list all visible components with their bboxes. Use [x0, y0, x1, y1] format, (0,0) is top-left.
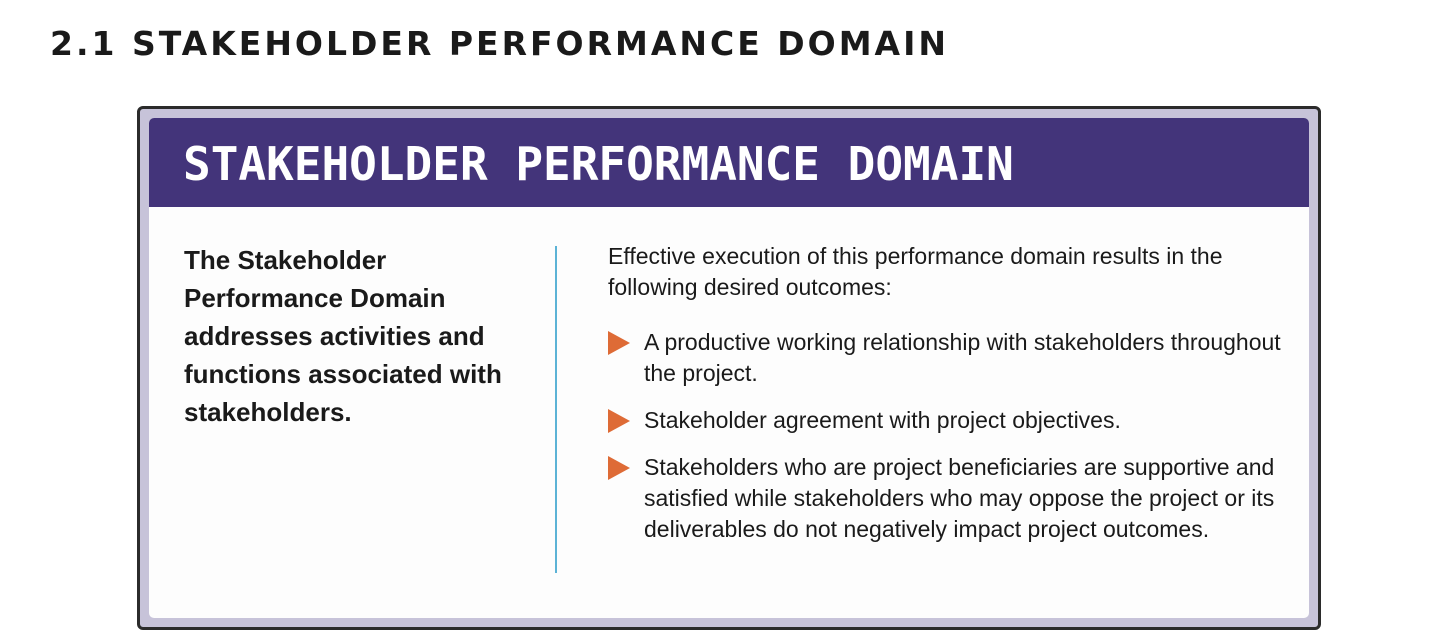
- domain-summary-box: STAKEHOLDER PERFORMANCE DOMAIN The Stake…: [137, 106, 1321, 630]
- domain-banner: STAKEHOLDER PERFORMANCE DOMAIN: [149, 118, 1309, 207]
- outcome-text: Stakeholders who are project beneficiari…: [644, 454, 1275, 542]
- outcome-item: Stakeholder agreement with project objec…: [608, 405, 1288, 436]
- outcome-text: A productive working relationship with s…: [644, 329, 1281, 386]
- domain-summary-panel: STAKEHOLDER PERFORMANCE DOMAIN The Stake…: [149, 118, 1309, 618]
- domain-intro-text: The Stakeholder Performance Domain addre…: [184, 245, 502, 427]
- section-heading: 2.1 STAKEHOLDER PERFORMANCE DOMAIN: [50, 24, 949, 63]
- column-divider: [555, 246, 557, 573]
- triangle-right-icon: [608, 456, 630, 480]
- banner-title: STAKEHOLDER PERFORMANCE DOMAIN: [183, 137, 1014, 191]
- outcomes-section: Effective execution of this performance …: [608, 241, 1288, 561]
- outcome-item: A productive working relationship with s…: [608, 327, 1288, 389]
- triangle-right-icon: [608, 331, 630, 355]
- triangle-right-icon: [608, 409, 630, 433]
- outcome-text: Stakeholder agreement with project objec…: [644, 407, 1121, 433]
- outcome-item: Stakeholders who are project beneficiari…: [608, 452, 1288, 545]
- outcomes-lead-text: Effective execution of this performance …: [608, 243, 1223, 300]
- outcome-list: A productive working relationship with s…: [608, 327, 1288, 545]
